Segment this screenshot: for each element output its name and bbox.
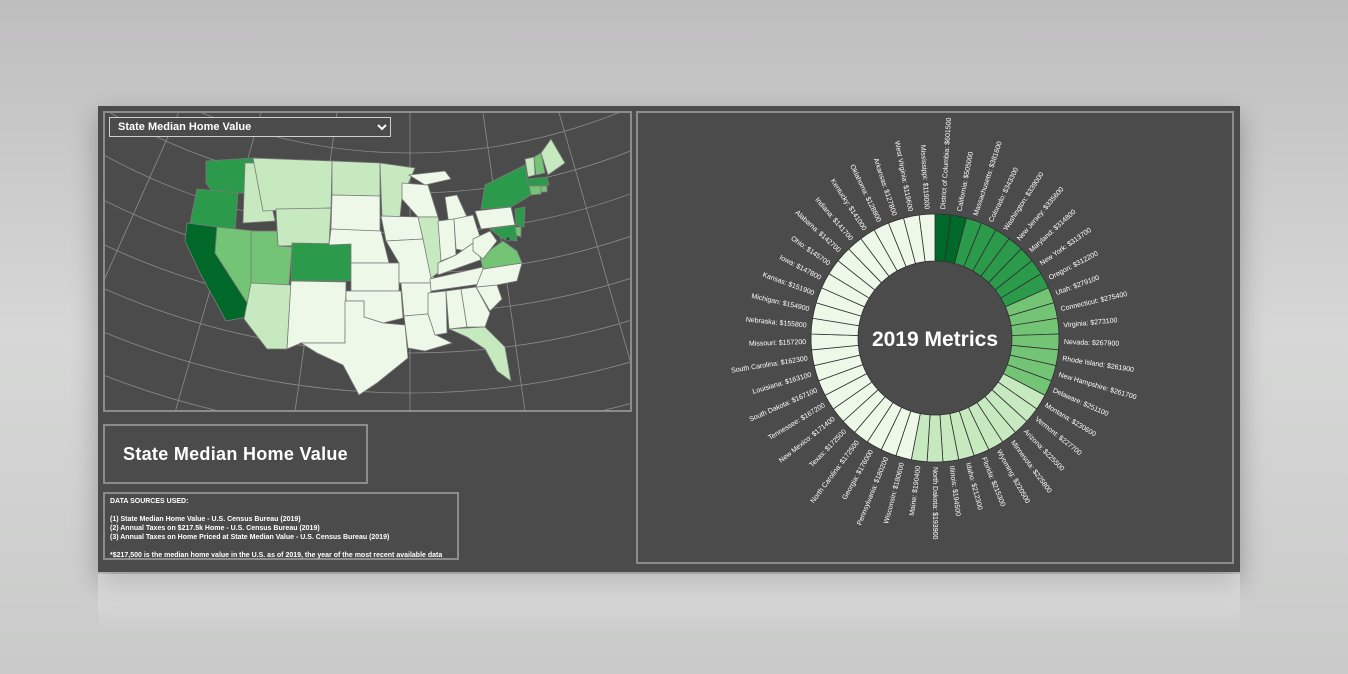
state-tx[interactable]	[299, 300, 409, 396]
state-az[interactable]	[243, 282, 292, 350]
bar-label: Maine: $190400	[909, 465, 922, 516]
state-va[interactable]	[479, 240, 523, 270]
state-vt[interactable]	[524, 156, 536, 178]
sources-footnote: *$217,500 is the median home value in th…	[110, 552, 443, 559]
radial-chart-panel: District of Columbia: $601500 California:…	[636, 111, 1234, 564]
radial-bar[interactable]	[918, 213, 936, 263]
bar-label: Michigan: $154900	[751, 293, 810, 313]
dashboard: State Median Home Value State Median Hom…	[98, 106, 1240, 572]
state-wi[interactable]	[401, 182, 439, 218]
source-item: (1) State Median Home Value - U.S. Censu…	[110, 516, 301, 523]
bar-label: Nebraska: $155800	[745, 317, 807, 330]
bar-label: Idaho: $212300	[964, 462, 983, 511]
panel-title: State Median Home Value	[123, 443, 348, 464]
bar-label: Nevada: $267900	[1064, 339, 1120, 348]
bar-label: Wisconsin: $180600	[883, 462, 906, 525]
state-ga[interactable]	[460, 286, 491, 328]
state-mn[interactable]	[379, 162, 416, 218]
bar-label: California: $505000	[957, 151, 975, 212]
bar-label: Rhode Island: $261900	[1062, 355, 1135, 373]
state-in[interactable]	[437, 218, 457, 262]
state-nh[interactable]	[533, 152, 546, 176]
bar-label: South Carolina: $162300	[731, 355, 809, 374]
state-nj[interactable]	[514, 206, 526, 228]
bar-label: District of Columbia: $601500	[940, 117, 953, 209]
state-co[interactable]	[290, 242, 352, 282]
title-panel: State Median Home Value	[103, 424, 368, 484]
map-panel: State Median Home Value	[103, 111, 632, 412]
bar-label: Utah: $279100	[1055, 275, 1101, 297]
bar-label: Virginia: $273100	[1063, 317, 1118, 329]
bar-label: Illinois: $194500	[948, 466, 961, 517]
bar-label: North Dakota: $193900	[931, 467, 938, 539]
state-ma[interactable]	[526, 176, 550, 187]
bar-label: Connecticut: $275400	[1060, 291, 1128, 313]
state-wv[interactable]	[472, 230, 498, 260]
state-ia[interactable]	[380, 215, 424, 242]
state-dc[interactable]	[505, 236, 511, 242]
radial-bar-chart: District of Columbia: $601500 California:…	[731, 117, 1138, 539]
state-ks[interactable]	[350, 262, 400, 292]
state-fl[interactable]	[448, 326, 512, 382]
radial-bars	[810, 213, 1060, 463]
state-ar[interactable]	[400, 282, 433, 317]
state-mt[interactable]	[252, 157, 333, 212]
metric-dropdown[interactable]: State Median Home Value	[109, 117, 391, 137]
data-sources-panel: DATA SOURCES USED: (1) State Median Home…	[103, 492, 459, 560]
state-ms[interactable]	[427, 290, 448, 336]
source-item: (2) Annual Taxes on $217.5k Home - U.S. …	[110, 525, 320, 532]
state-me[interactable]	[540, 138, 566, 176]
us-choropleth-map	[105, 113, 630, 410]
source-item: (3) Annual Taxes on Home Priced at State…	[110, 534, 390, 541]
state-ct[interactable]	[528, 185, 542, 196]
floor-reflection	[98, 574, 1240, 634]
bar-label: West Virginia: $119600	[893, 140, 914, 212]
chart-title: 2019 Metrics	[872, 328, 998, 351]
state-ri[interactable]	[540, 185, 548, 193]
state-nd[interactable]	[331, 160, 381, 197]
sources-heading: DATA SOURCES USED:	[110, 498, 189, 505]
states	[184, 138, 566, 396]
bar-label: North Carolina: $172500	[810, 439, 861, 504]
state-wy[interactable]	[275, 207, 332, 247]
state-nm[interactable]	[286, 280, 347, 350]
bar-label: Missouri: $157200	[749, 339, 807, 348]
bar-label: Mississippi: $119000	[919, 145, 930, 210]
state-ny[interactable]	[480, 164, 532, 210]
state-sd[interactable]	[330, 194, 381, 233]
